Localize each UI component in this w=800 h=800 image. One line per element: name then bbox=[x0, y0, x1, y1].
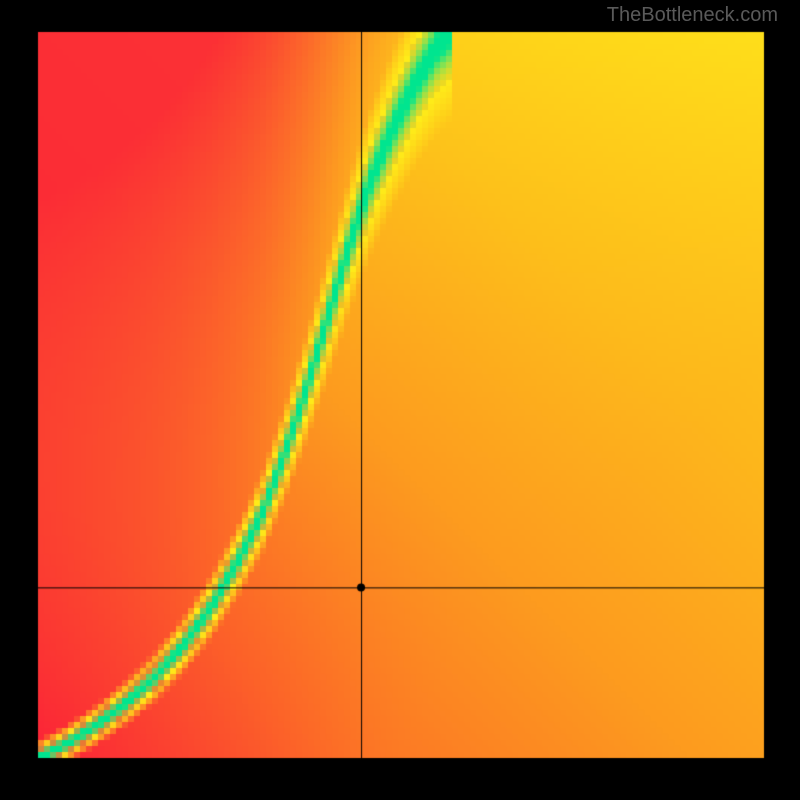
heatmap-canvas bbox=[0, 0, 800, 800]
chart-container: TheBottleneck.com bbox=[0, 0, 800, 800]
attribution-label: TheBottleneck.com bbox=[607, 4, 778, 27]
